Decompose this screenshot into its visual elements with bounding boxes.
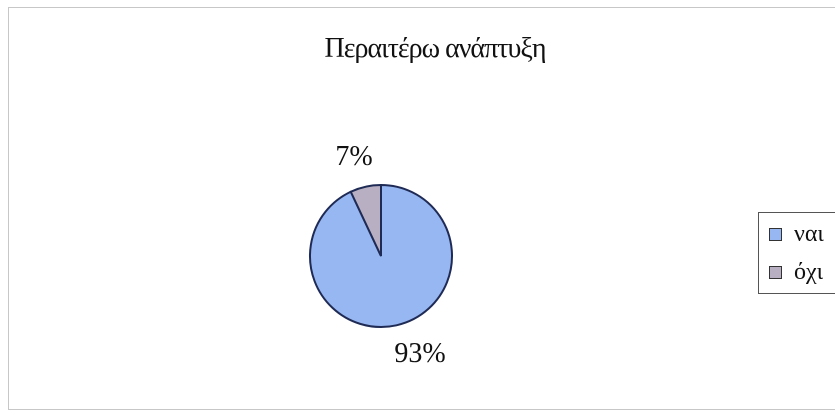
- chart-legend: ναι όχι: [758, 212, 835, 294]
- legend-label-nai: ναι: [794, 221, 824, 247]
- legend-swatch-ochi: [769, 265, 782, 279]
- legend-swatch-nai: [769, 227, 782, 241]
- pie-label-ochi: 7%: [335, 141, 372, 172]
- legend-label-ochi: όχι: [794, 259, 824, 285]
- chart-title: Περαιτέρω ανάπτυξη: [324, 33, 547, 64]
- legend-item-ochi: όχι: [769, 259, 823, 285]
- pie-label-nai: 93%: [394, 338, 445, 369]
- pie-slice-ochi: [349, 183, 382, 257]
- legend-item-nai: ναι: [769, 221, 824, 247]
